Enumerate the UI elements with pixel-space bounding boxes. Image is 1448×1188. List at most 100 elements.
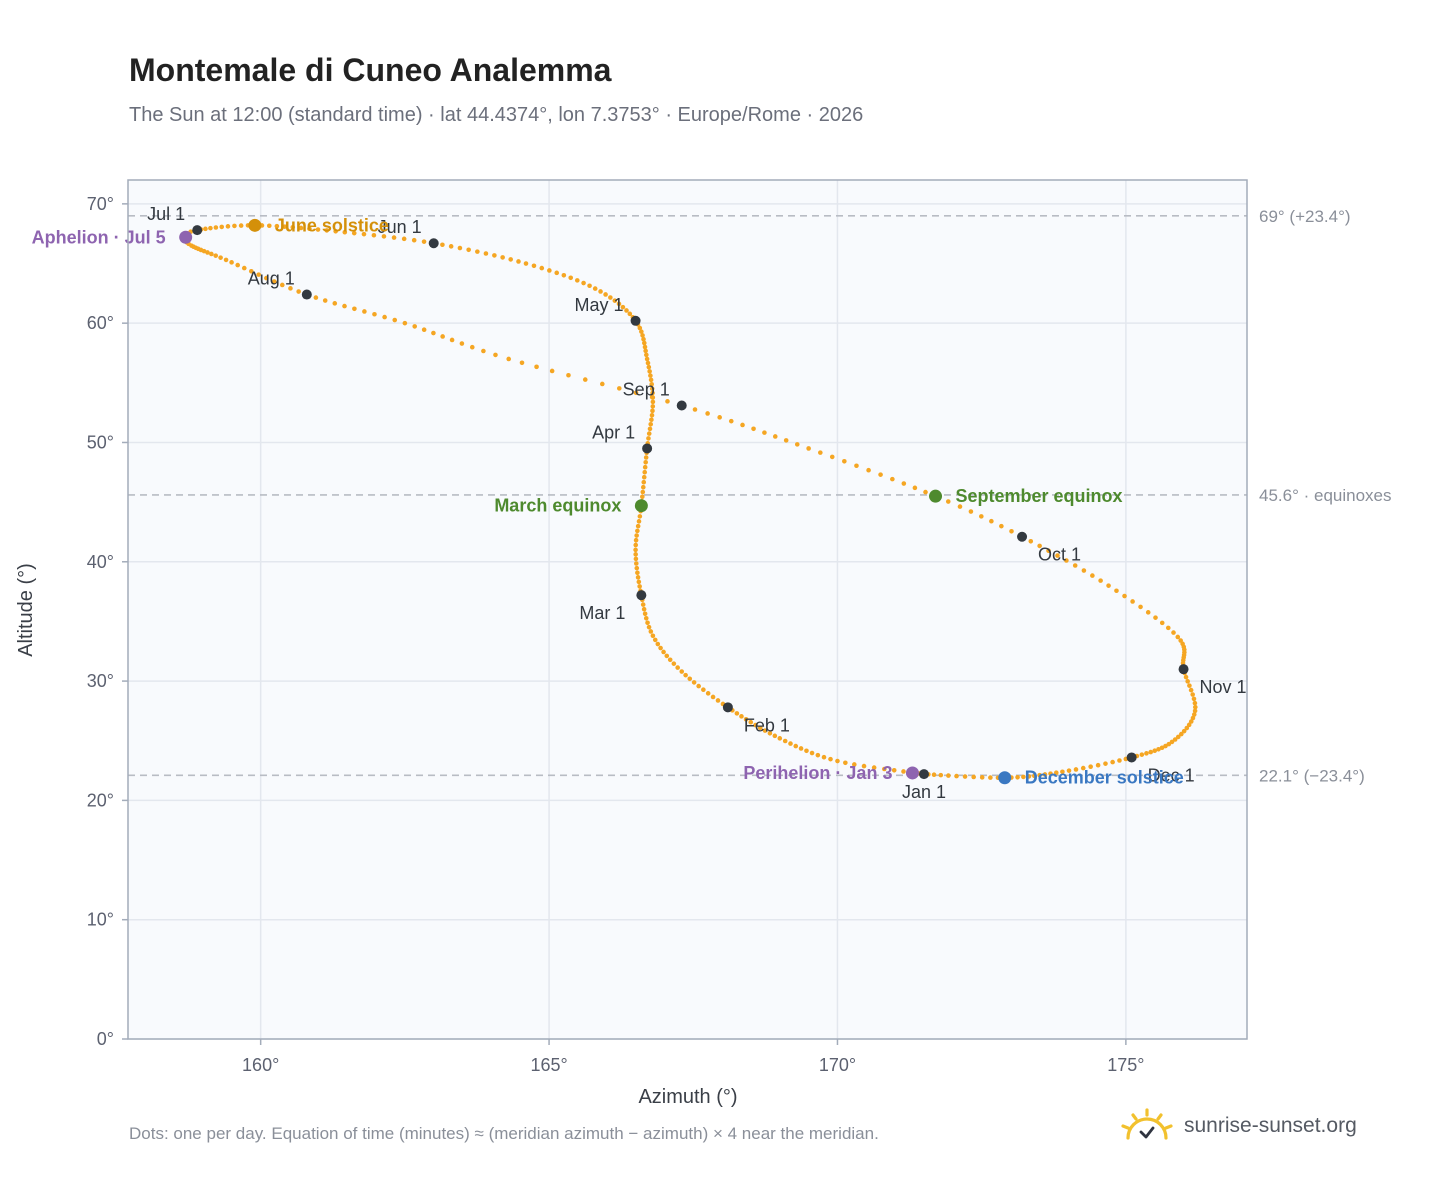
- day-dot: [633, 547, 638, 553]
- day-dot: [282, 224, 288, 229]
- day-dot: [213, 253, 219, 258]
- event-label-march-equinox: March equinox: [494, 496, 621, 516]
- day-dot: [636, 519, 642, 524]
- day-dot: [683, 672, 688, 678]
- day-dot: [1130, 599, 1135, 604]
- event-marker-december-solstice: [998, 771, 1012, 785]
- day-dot: [483, 251, 489, 256]
- day-dot: [208, 225, 213, 231]
- month-marker-jan-1: [918, 769, 929, 780]
- day-dot: [1060, 769, 1065, 775]
- day-dot: [644, 352, 649, 358]
- day-dot: [1184, 725, 1190, 731]
- day-dot: [1145, 610, 1151, 615]
- day-dot: [649, 381, 654, 387]
- day-dot: [238, 223, 244, 228]
- day-dot: [241, 265, 247, 271]
- day-dot: [1144, 751, 1149, 756]
- day-dot: [624, 308, 629, 313]
- day-dot: [1152, 748, 1158, 754]
- brand-label[interactable]: sunrise-sunset.org: [1184, 1114, 1357, 1137]
- day-dot: [828, 756, 833, 762]
- day-dot: [616, 386, 622, 391]
- day-dot: [271, 279, 277, 284]
- month-marker-oct-1: [1017, 531, 1028, 542]
- day-dot: [637, 584, 642, 589]
- day-dot: [587, 283, 592, 289]
- day-dot: [938, 772, 944, 778]
- day-dot: [381, 234, 387, 239]
- day-dot: [223, 257, 229, 263]
- plot-background: [128, 180, 1247, 1039]
- day-dot: [315, 227, 321, 232]
- day-dot: [1156, 747, 1161, 752]
- month-marker-may-1: [630, 315, 641, 326]
- day-dot: [616, 301, 622, 307]
- day-dot: [633, 537, 639, 543]
- day-dot: [696, 683, 701, 689]
- day-dot: [1037, 543, 1042, 549]
- day-dot: [1064, 558, 1069, 563]
- day-dot: [1153, 615, 1158, 620]
- day-dot: [411, 237, 417, 243]
- day-dot: [1026, 774, 1032, 779]
- event-marker-perihelion-jan-3: [905, 766, 919, 780]
- day-dot: [650, 404, 656, 409]
- day-dot: [788, 741, 793, 746]
- day-dot: [957, 504, 963, 509]
- day-dot: [743, 717, 749, 722]
- day-dot: [641, 606, 647, 612]
- day-dot: [342, 303, 347, 309]
- day-dot: [679, 669, 685, 674]
- day-dot: [534, 364, 539, 370]
- day-dot: [701, 687, 706, 693]
- day-dot: [882, 766, 887, 772]
- day-dot: [671, 661, 677, 666]
- day-dot: [531, 263, 537, 269]
- day-dot: [362, 309, 367, 314]
- day-dot: [1048, 771, 1053, 776]
- day-dot: [519, 360, 525, 366]
- day-dot: [412, 324, 418, 329]
- day-dot: [1186, 722, 1192, 728]
- month-label-dec-1: Dec 1: [1148, 765, 1195, 785]
- day-dot: [1165, 625, 1171, 631]
- day-dot: [635, 523, 641, 529]
- day-dot: [633, 561, 639, 566]
- day-dot: [1088, 764, 1093, 769]
- day-dot: [999, 523, 1004, 529]
- day-dot: [842, 459, 847, 464]
- day-dot: [1055, 553, 1060, 558]
- day-dot: [1032, 773, 1037, 779]
- day-dot: [1148, 749, 1153, 755]
- day-dot: [767, 730, 773, 736]
- month-label-jan-1: Jan 1: [902, 782, 946, 802]
- brand[interactable]: sunrise-sunset.org: [1120, 1104, 1357, 1148]
- day-dot: [1106, 583, 1111, 588]
- day-dot: [650, 399, 656, 405]
- day-dot: [1028, 538, 1034, 544]
- day-dot: [635, 570, 640, 576]
- day-dot: [440, 242, 445, 248]
- month-marker-nov-1: [1178, 664, 1189, 675]
- day-dot: [866, 467, 871, 473]
- day-dot: [648, 421, 654, 427]
- day-dot: [644, 356, 650, 362]
- day-dot: [645, 620, 650, 626]
- day-dot: [475, 249, 480, 254]
- day-dot: [566, 372, 571, 378]
- y-tick-label: 40°: [87, 552, 114, 572]
- day-dot: [645, 360, 651, 366]
- day-dot: [603, 292, 608, 297]
- day-dot: [506, 356, 511, 362]
- day-dot: [861, 763, 867, 769]
- month-markers: Jan 1 Feb 1 Mar 1 Apr 1 May 1 Jun 1 Jul 1 Aug 1…: [147, 204, 1246, 802]
- event-marker-june-solstice: [248, 218, 262, 232]
- day-dot: [581, 280, 586, 286]
- day-dot: [655, 641, 661, 647]
- day-dot: [806, 446, 811, 451]
- day-dot: [890, 476, 895, 482]
- month-label-jul-1: Jul 1: [147, 204, 185, 224]
- day-dot: [612, 298, 618, 303]
